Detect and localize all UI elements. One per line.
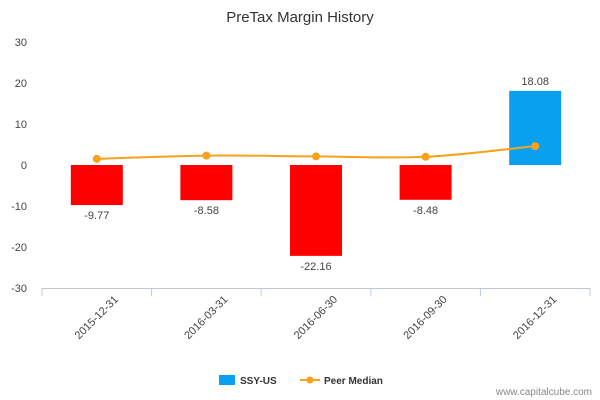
y-tick-label: -30 xyxy=(11,283,27,295)
peer-median-point[interactable] xyxy=(202,151,211,160)
chart-title: PreTax Margin History xyxy=(226,9,374,26)
x-axis-tick-marks xyxy=(41,288,591,296)
x-tick-label: 2016-06-30 xyxy=(292,294,340,342)
bar-data-label: -8.58 xyxy=(194,205,219,217)
legend-marker-peer xyxy=(306,376,314,384)
y-tick-label: 20 xyxy=(15,78,27,90)
peer-median-point[interactable] xyxy=(531,142,540,151)
credit-text: www.capitalcube.com xyxy=(495,387,592,398)
bar-series: -9.77 -8.58 -22.16 -8.48 18.08 xyxy=(70,76,562,273)
bar-data-label: 18.08 xyxy=(521,76,549,88)
bar-data-label: -9.77 xyxy=(84,210,109,222)
legend-swatch-ssy xyxy=(219,375,235,385)
legend-label-ssy: SSY-US xyxy=(240,376,277,387)
bar-data-label: -22.16 xyxy=(300,261,331,273)
x-axis-labels: 2015-12-31 2016-03-31 2016-06-30 2016-09-30… xyxy=(73,294,560,342)
y-tick-label: -20 xyxy=(11,242,27,254)
y-tick-label: -10 xyxy=(11,201,27,213)
y-tick-label: 0 xyxy=(21,160,27,172)
bar[interactable] xyxy=(290,165,342,256)
peer-median-series xyxy=(92,142,540,163)
y-axis-ticks: 30 20 10 0 -10 -20 -30 xyxy=(11,37,27,295)
bar-data-label: -8.48 xyxy=(413,205,438,217)
bar[interactable] xyxy=(399,165,452,200)
x-tick-label: 2016-12-31 xyxy=(511,294,559,342)
bar[interactable] xyxy=(509,90,562,165)
legend[interactable]: SSY-US Peer Median xyxy=(219,375,383,387)
peer-median-point[interactable] xyxy=(92,154,101,163)
legend-label-peer: Peer Median xyxy=(324,376,383,387)
y-tick-label: 10 xyxy=(15,119,27,131)
y-tick-label: 30 xyxy=(15,37,27,49)
bar[interactable] xyxy=(70,165,123,206)
bar[interactable] xyxy=(180,165,233,201)
x-tick-label: 2016-03-31 xyxy=(182,294,230,342)
x-tick-label: 2016-09-30 xyxy=(401,294,449,342)
peer-median-point[interactable] xyxy=(421,152,430,161)
peer-median-point[interactable] xyxy=(312,152,320,161)
x-tick-label: 2015-12-31 xyxy=(73,294,121,342)
